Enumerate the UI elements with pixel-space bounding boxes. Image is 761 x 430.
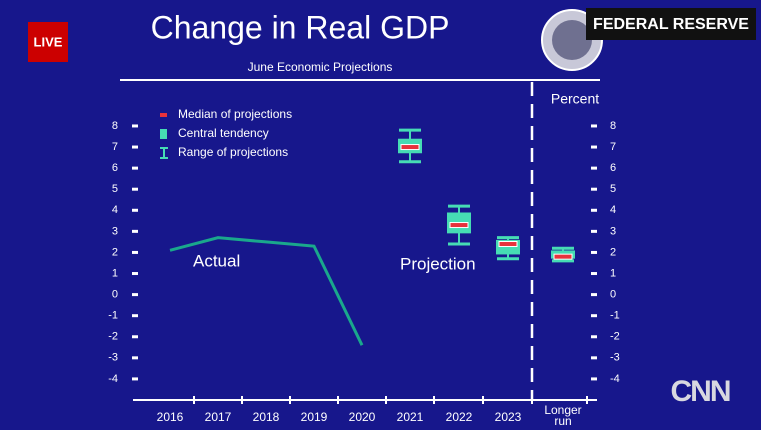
legend-label: Range of projections: [178, 145, 288, 159]
y-tick-label: 8: [112, 120, 118, 132]
x-tick-label: 2021: [397, 410, 424, 424]
legend-swatch: [160, 129, 167, 139]
y2-tick-label: 0: [610, 289, 616, 301]
network-label: FEDERAL RESERVE: [593, 16, 749, 33]
median-marker: [400, 144, 420, 151]
actual-line: [169, 236, 364, 346]
y-axis-label: Percent: [551, 91, 599, 107]
y-tick-label: 3: [112, 225, 118, 237]
x-tick-label: 2022: [446, 410, 473, 424]
network-bar: [586, 8, 756, 40]
y-tick-label: 7: [112, 141, 118, 153]
x-tick-label: 2023: [495, 410, 522, 424]
live-label: LIVE: [34, 34, 63, 49]
y2-tick-label: 4: [610, 204, 616, 216]
legend-label: Central tendency: [178, 126, 269, 140]
y-tick-label: -1: [108, 310, 118, 322]
x-tick-label: Longer run: [544, 403, 581, 428]
y-tick-label: 4: [112, 204, 118, 216]
x-tick-label: 2016: [157, 410, 184, 424]
median-marker: [553, 253, 573, 260]
median-marker: [498, 241, 518, 248]
chart-subtitle: June Economic Projections: [248, 60, 393, 74]
y-tick-label: 6: [112, 162, 118, 174]
y-tick-label: 1: [112, 267, 118, 279]
x-tick-label: 2018: [253, 410, 280, 424]
y-tick-label: -3: [108, 352, 118, 364]
y-tick-label: 0: [112, 289, 118, 301]
y-tick-label: 2: [112, 246, 118, 258]
chart-title: Change in Real GDP: [151, 9, 450, 45]
y2-tick-label: 3: [610, 225, 616, 237]
y2-tick-label: 1: [610, 267, 616, 279]
y2-tick-label: 2: [610, 246, 616, 258]
y2-tick-label: 5: [610, 183, 616, 195]
y2-tick-label: 8: [610, 120, 616, 132]
projection-annotation: Projection: [400, 254, 476, 273]
x-tick-label: 2017: [205, 410, 232, 424]
legend-swatch: [160, 113, 167, 117]
y-tick-label: -2: [108, 331, 118, 343]
y2-tick-label: 7: [610, 141, 616, 153]
x-tick-label: 2020: [349, 410, 376, 424]
y-tick-label: 5: [112, 183, 118, 195]
y2-tick-label: 6: [610, 162, 616, 174]
y2-tick-label: -2: [610, 331, 620, 343]
median-marker: [449, 222, 469, 229]
x-tick-label: 2019: [301, 410, 328, 424]
y2-tick-label: -1: [610, 310, 620, 322]
y2-tick-label: -3: [610, 352, 620, 364]
y2-tick-label: -4: [610, 373, 620, 385]
cnn-logo: CNN: [671, 375, 730, 408]
series-annotation: Actual: [193, 251, 240, 270]
y-tick-label: -4: [108, 373, 118, 385]
live-badge: [28, 22, 68, 62]
legend-swatch: [160, 147, 168, 159]
legend-label: Median of projections: [178, 107, 292, 121]
fed-seal-inner: [552, 20, 592, 60]
